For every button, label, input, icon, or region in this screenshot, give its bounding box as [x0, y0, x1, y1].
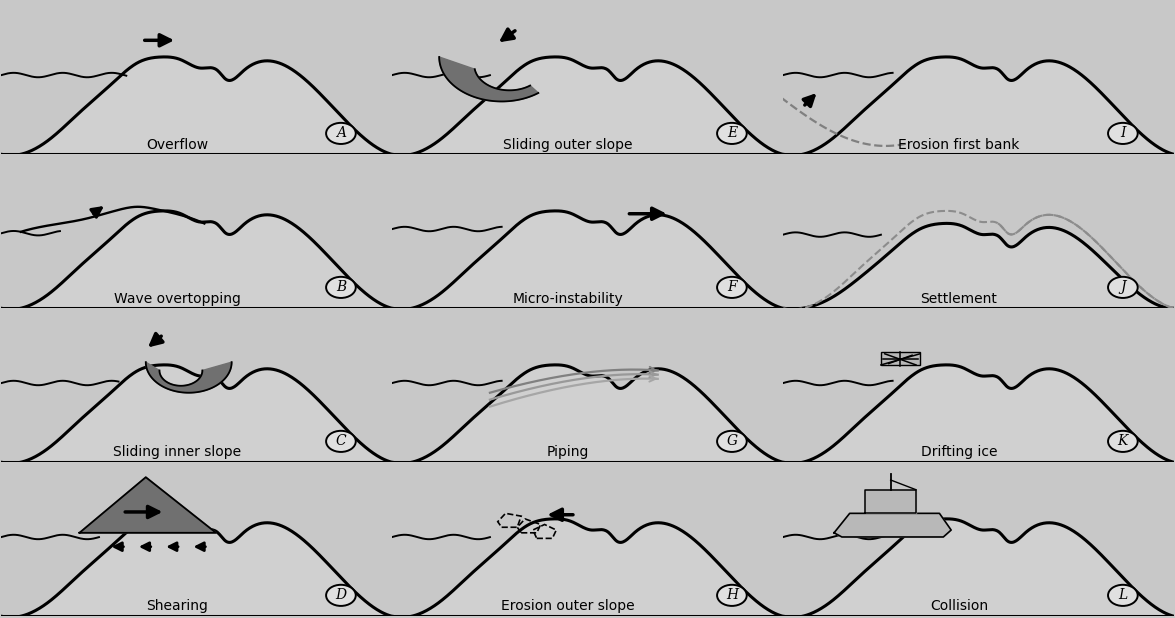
Polygon shape [1, 519, 391, 617]
Circle shape [717, 431, 747, 452]
Text: Drifting ice: Drifting ice [921, 446, 998, 460]
Text: Settlement: Settlement [920, 292, 998, 305]
Circle shape [1108, 585, 1137, 606]
Circle shape [327, 123, 356, 144]
Polygon shape [1, 211, 391, 310]
Text: A: A [336, 127, 345, 140]
Polygon shape [392, 365, 783, 464]
Text: Micro-instability: Micro-instability [512, 292, 624, 305]
Text: G: G [726, 434, 738, 449]
Text: C: C [336, 434, 347, 449]
Circle shape [1108, 277, 1137, 298]
Circle shape [327, 431, 356, 452]
Text: Wave overtopping: Wave overtopping [114, 292, 241, 305]
Text: Collision: Collision [929, 599, 988, 614]
Polygon shape [865, 489, 916, 514]
Polygon shape [784, 519, 1174, 617]
Text: I: I [1120, 127, 1126, 140]
Polygon shape [834, 514, 951, 537]
Polygon shape [146, 362, 231, 392]
Text: D: D [335, 588, 347, 603]
Text: Sliding inner slope: Sliding inner slope [113, 446, 241, 460]
Text: Sliding outer slope: Sliding outer slope [503, 138, 632, 151]
Text: K: K [1117, 434, 1128, 449]
Polygon shape [784, 365, 1174, 464]
Text: H: H [726, 588, 738, 603]
Text: Shearing: Shearing [146, 599, 208, 614]
Circle shape [327, 277, 356, 298]
Text: B: B [336, 281, 347, 294]
Text: E: E [727, 127, 737, 140]
Circle shape [717, 277, 747, 298]
Text: F: F [727, 281, 737, 294]
Circle shape [717, 585, 747, 606]
Circle shape [1108, 123, 1137, 144]
Text: L: L [1119, 588, 1128, 603]
Circle shape [1108, 431, 1137, 452]
Text: Piping: Piping [546, 446, 589, 460]
Polygon shape [80, 477, 216, 533]
Text: J: J [1120, 281, 1126, 294]
Polygon shape [392, 211, 783, 310]
Circle shape [327, 585, 356, 606]
Polygon shape [392, 519, 783, 617]
Circle shape [717, 123, 747, 144]
Text: Erosion first bank: Erosion first bank [898, 138, 1020, 151]
Polygon shape [1, 57, 391, 156]
Polygon shape [439, 57, 538, 101]
Polygon shape [784, 57, 1174, 156]
Polygon shape [1, 365, 391, 464]
Polygon shape [392, 57, 783, 156]
Polygon shape [881, 352, 920, 365]
Text: Erosion outer slope: Erosion outer slope [502, 599, 634, 614]
Polygon shape [784, 223, 1174, 309]
Text: Overflow: Overflow [146, 138, 208, 151]
